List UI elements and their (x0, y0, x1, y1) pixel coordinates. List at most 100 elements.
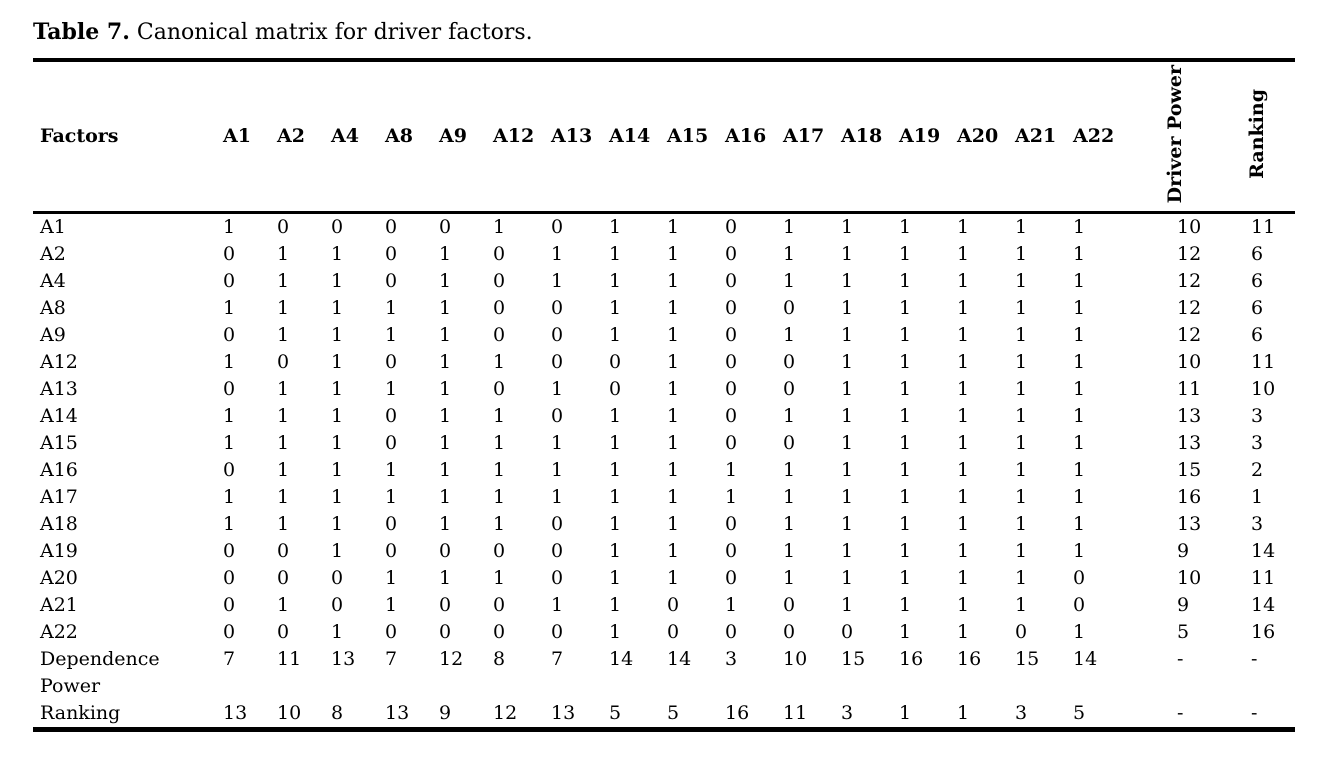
row-header-label: A2 (40, 242, 66, 265)
matrix-cell: 1 (223, 215, 236, 238)
matrix-cell: 1 (957, 539, 970, 562)
matrix-cell: 1 (957, 485, 970, 508)
row-header: A14 (33, 403, 223, 430)
row-header-label: A12 (40, 350, 78, 373)
matrix-cell: 8 (331, 701, 344, 724)
matrix-cell: 10 (277, 701, 302, 724)
matrix-cell: 1 (331, 620, 344, 643)
matrix-cell: 1 (1015, 539, 1028, 562)
matrix-cell: 1 (957, 620, 970, 643)
matrix-cell: 1 (609, 242, 622, 265)
matrix-cell: 1 (899, 458, 912, 481)
matrix-cell: 0 (725, 296, 738, 319)
matrix-cell: 1 (277, 485, 290, 508)
matrix-cell: 1 (277, 404, 290, 427)
matrix-cell: 1 (493, 431, 506, 454)
matrix-cell: 0 (551, 620, 564, 643)
matrix-cell: 1 (783, 458, 796, 481)
matrix-cell: 0 (223, 620, 236, 643)
matrix-cell: 8 (493, 647, 506, 670)
matrix-cell: 1 (331, 242, 344, 265)
matrix-cell: 1 (841, 350, 854, 373)
table-row-a16: A16 0 1 1 1 1 1 1 1 1 1 1 1 1 1 1 1 15 2 (33, 457, 1295, 484)
matrix-cell: 0 (725, 215, 738, 238)
matrix-cell: 0 (725, 539, 738, 562)
matrix-cell: 1 (667, 404, 680, 427)
matrix-cell: 1 (783, 323, 796, 346)
ranking-cell: 6 (1251, 269, 1264, 292)
matrix-cell: 0 (385, 215, 398, 238)
matrix-cell: 1 (551, 269, 564, 292)
matrix-cell: 1 (841, 593, 854, 616)
matrix-cell: 1 (1015, 215, 1028, 238)
matrix-cell: 0 (493, 377, 506, 400)
matrix-cell: 1 (385, 296, 398, 319)
driver-power-cell: 13 (1177, 431, 1202, 454)
matrix-cell: 1 (783, 404, 796, 427)
matrix-cell: 15 (1015, 647, 1040, 670)
matrix-cell: 1 (899, 593, 912, 616)
matrix-cell: 1 (1015, 512, 1028, 535)
matrix-cell: 1 (957, 323, 970, 346)
matrix-cell: 1 (609, 404, 622, 427)
matrix-cell: 1 (439, 377, 452, 400)
matrix-cell: 1 (667, 458, 680, 481)
row-header-label: Dependence Power (40, 647, 160, 697)
matrix-cell: 13 (223, 701, 248, 724)
matrix-cell: 1 (899, 701, 912, 724)
matrix-cell: 1 (899, 323, 912, 346)
column-header-a9: A9 (439, 60, 493, 214)
row-header-label: A17 (40, 485, 78, 508)
matrix-cell: 1 (783, 485, 796, 508)
matrix-cell: 0 (223, 242, 236, 265)
matrix-cell: 1 (1015, 377, 1028, 400)
matrix-cell: 1 (841, 377, 854, 400)
matrix-cell: 1 (1015, 431, 1028, 454)
matrix-cell: 0 (439, 215, 452, 238)
driver-power-rotated-label: Driver Power (1164, 64, 1187, 203)
matrix-cell: 1 (609, 620, 622, 643)
matrix-cell: 0 (1073, 593, 1086, 616)
column-header-a21: A21 (1015, 60, 1073, 214)
matrix-cell: 14 (667, 647, 692, 670)
column-header-a15: A15 (667, 60, 725, 214)
row-header: A2 (33, 241, 223, 268)
row-header: A19 (33, 538, 223, 565)
canonical-matrix-table: Factors A1 A2 A4 A8 A9 A12 A13 A14 A15 A16 A17 A18 A… (33, 58, 1295, 732)
row-header: A18 (33, 511, 223, 538)
matrix-cell: 1 (841, 404, 854, 427)
matrix-cell: 1 (957, 377, 970, 400)
matrix-cell: 0 (493, 323, 506, 346)
table-row-a22: A22 0 0 1 0 0 0 0 1 0 0 0 0 1 1 0 1 5 16 (33, 619, 1295, 646)
column-header-a19: A19 (899, 60, 957, 214)
matrix-cell: 1 (667, 269, 680, 292)
matrix-cell: 1 (493, 215, 506, 238)
matrix-cell: 1 (957, 242, 970, 265)
matrix-cell: 1 (957, 431, 970, 454)
matrix-cell: 1 (609, 458, 622, 481)
matrix-cell: 0 (725, 404, 738, 427)
matrix-cell: 1 (899, 350, 912, 373)
column-header-ranking: Ranking (1221, 60, 1295, 214)
matrix-cell: 1 (957, 269, 970, 292)
matrix-cell: 1 (609, 296, 622, 319)
matrix-cell: 0 (223, 566, 236, 589)
matrix-cell: 16 (725, 701, 750, 724)
driver-power-cell: 12 (1177, 296, 1202, 319)
matrix-cell: 1 (277, 296, 290, 319)
table-row-dependence-power: Dependence Power 7 11 13 7 12 8 7 14 14 3 10 15 16 16 1… (33, 646, 1295, 700)
table-row-a4: A4 0 1 1 0 1 0 1 1 1 0 1 1 1 1 1 1 12 6 (33, 268, 1295, 295)
column-header-a13: A13 (551, 60, 609, 214)
column-header-driver-power: Driver Power (1131, 60, 1221, 214)
matrix-cell: 1 (439, 512, 452, 535)
row-header-label: A20 (40, 566, 78, 589)
matrix-cell: 1 (783, 242, 796, 265)
matrix-cell: 1 (957, 215, 970, 238)
matrix-cell: 0 (223, 377, 236, 400)
matrix-cell: 1 (957, 458, 970, 481)
matrix-cell: 1 (277, 269, 290, 292)
matrix-cell: 1 (899, 215, 912, 238)
matrix-cell: 0 (667, 620, 680, 643)
matrix-cell: 1 (1073, 620, 1086, 643)
table-row-ranking: Ranking 13 10 8 13 9 12 13 5 5 16 11 3 1 1 3 5- - (33, 700, 1295, 730)
